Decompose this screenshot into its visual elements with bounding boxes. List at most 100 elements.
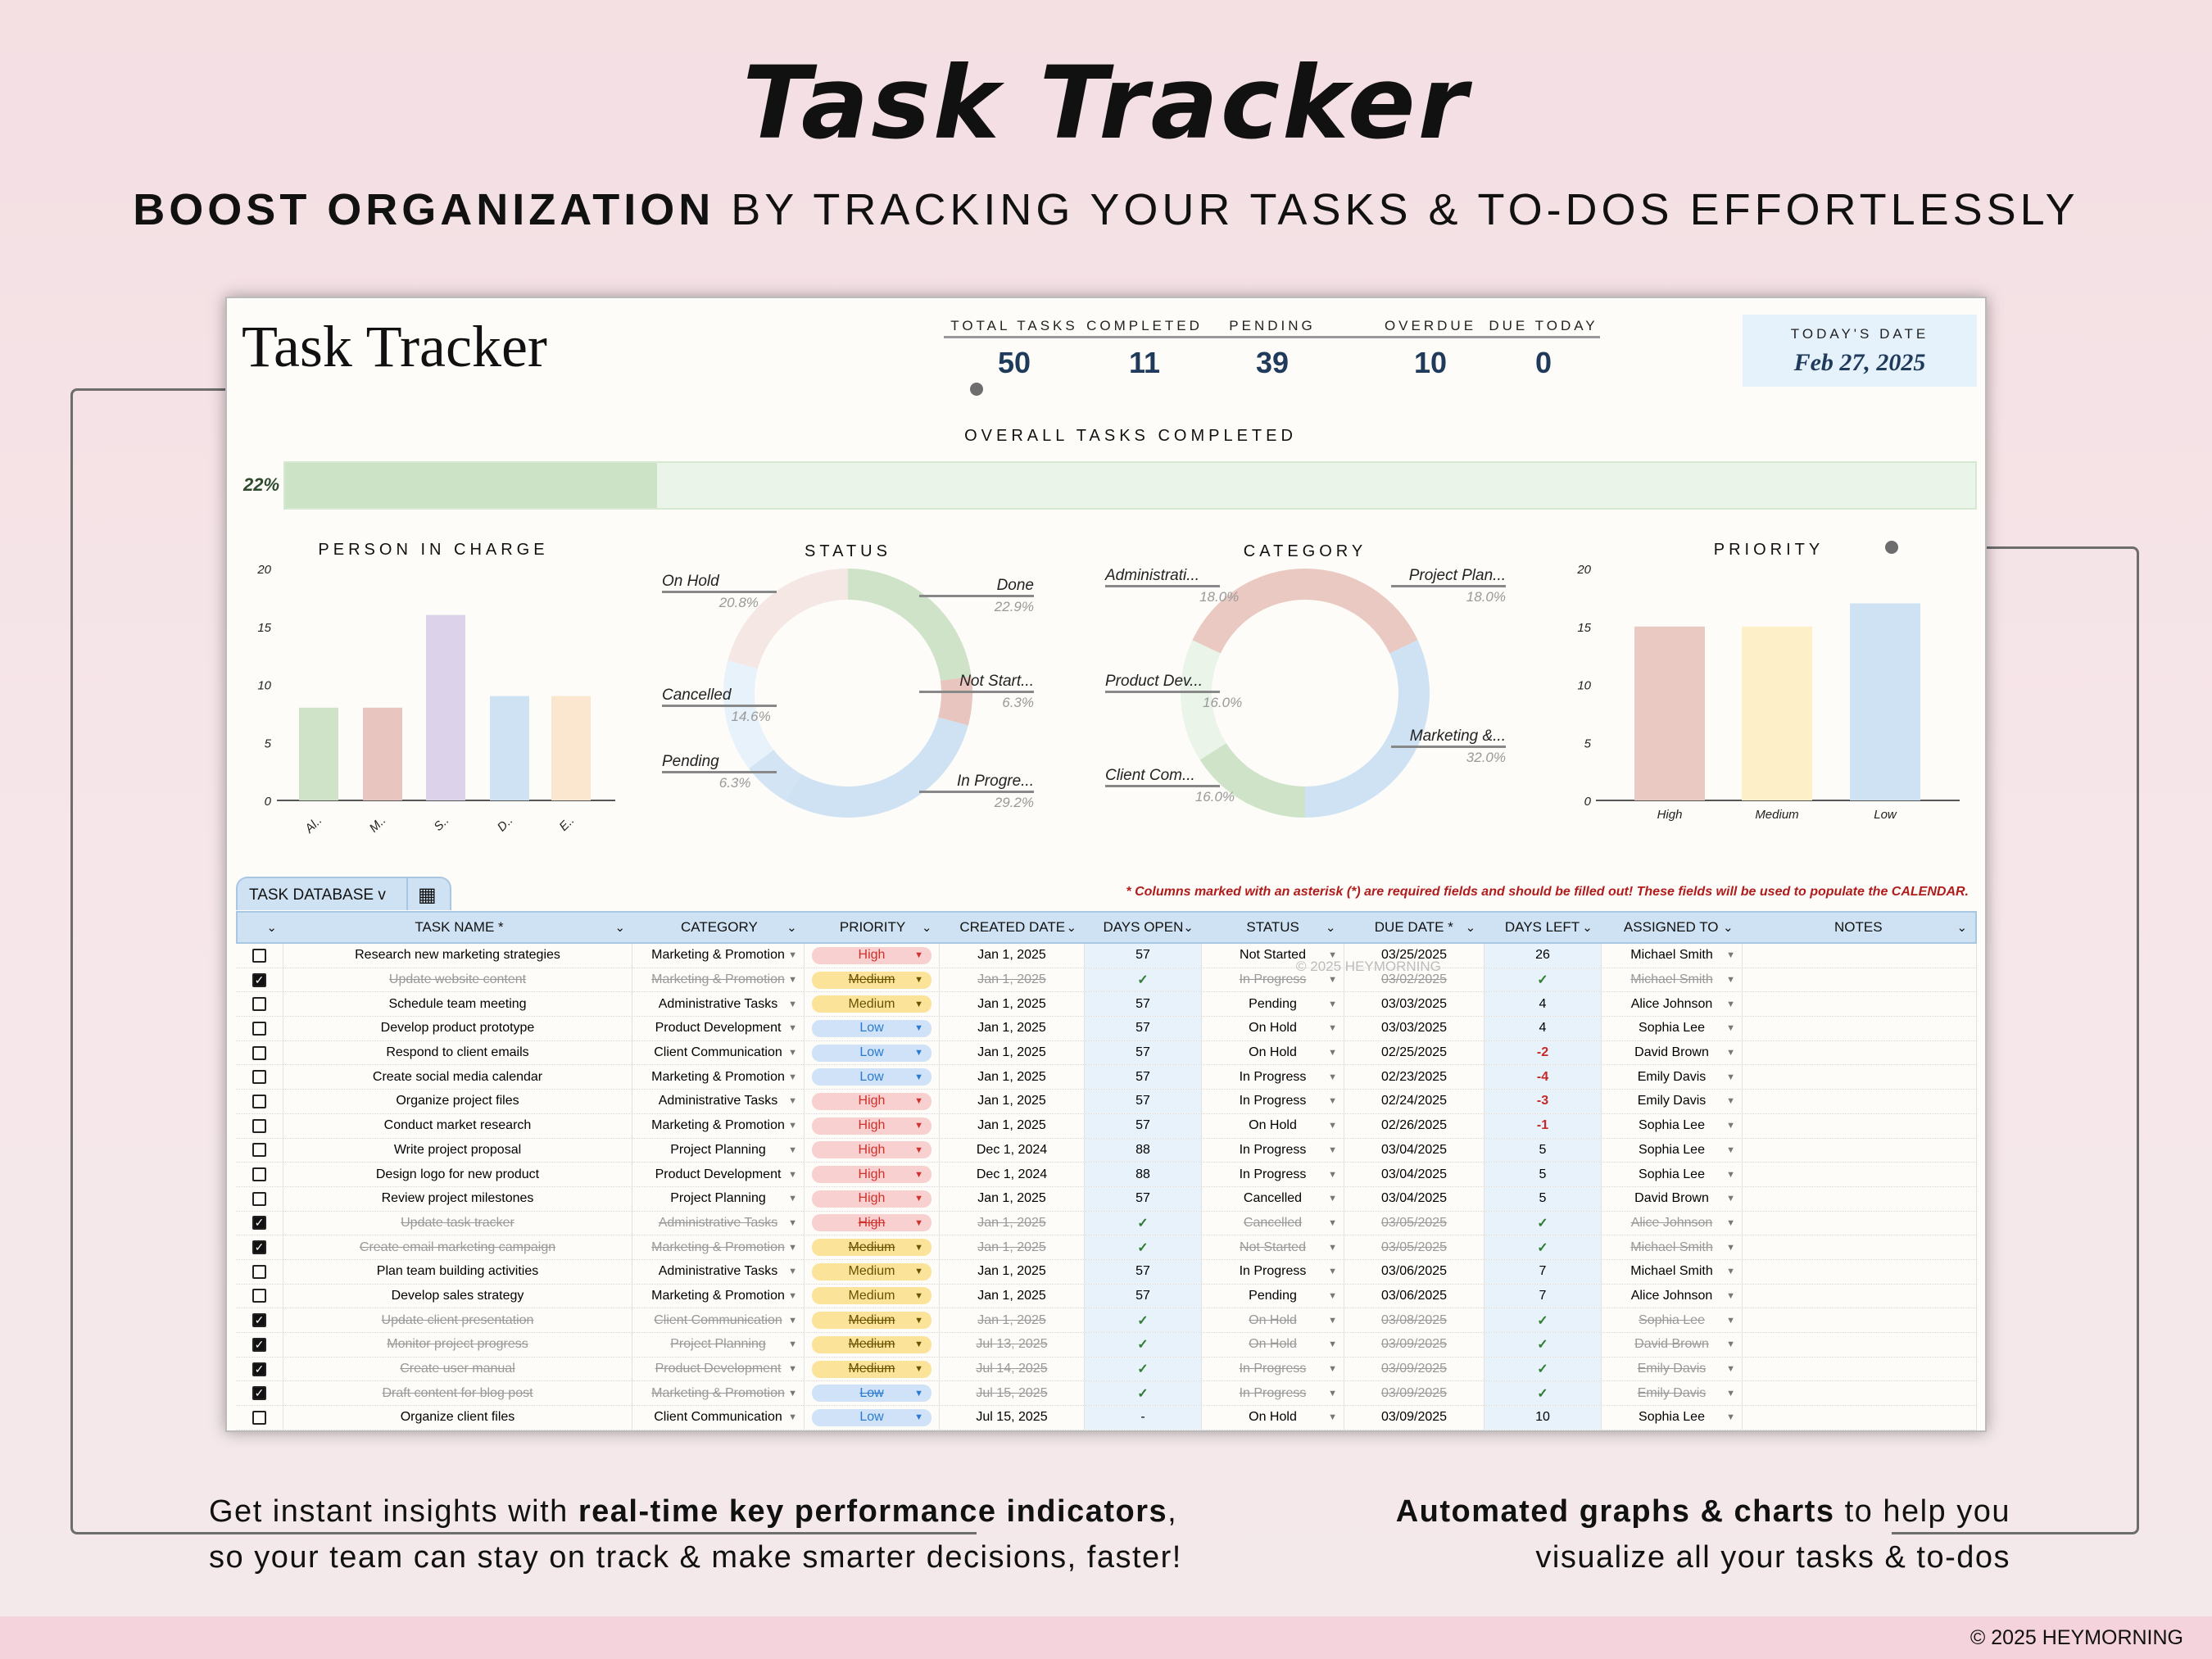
dropdown-arrow-icon[interactable]: ▼ (1726, 1048, 1735, 1058)
dropdown-arrow-icon[interactable]: ▼ (1726, 1169, 1735, 1180)
task-cell[interactable]: Research new marketing strategies (283, 944, 632, 968)
done-checkbox-cell[interactable] (236, 1090, 283, 1113)
due-cell[interactable]: 03/25/2025 (1344, 944, 1484, 968)
priority-dropdown[interactable]: Medium ▼ (812, 1262, 931, 1281)
task-cell[interactable]: Update website content (283, 968, 632, 992)
dropdown-arrow-icon[interactable]: ▼ (788, 1217, 797, 1228)
status-cell[interactable]: Not Started ▼ (1202, 1235, 1344, 1259)
due-cell[interactable]: 02/25/2025 (1344, 1040, 1484, 1065)
status-cell[interactable]: On Hold ▼ (1202, 1308, 1344, 1332)
priority-dropdown[interactable]: High ▼ (812, 1092, 931, 1110)
column-header[interactable]: DAYS OPEN ⌄ (1085, 913, 1202, 942)
column-header[interactable]: ASSIGNED TO ⌄ (1601, 913, 1742, 942)
chevron-down-icon[interactable]: ⌄ (1465, 921, 1476, 935)
dropdown-arrow-icon[interactable]: ▼ (788, 1048, 797, 1058)
notes-cell[interactable] (1743, 992, 1977, 1017)
task-cell[interactable]: Design logo for new product (283, 1163, 632, 1186)
dropdown-arrow-icon[interactable]: ▼ (1328, 1388, 1337, 1398)
done-checkbox[interactable] (252, 1021, 266, 1036)
created-cell[interactable]: Jan 1, 2025 (940, 1065, 1085, 1090)
status-cell[interactable]: In Progress ▼ (1202, 1065, 1344, 1090)
created-cell[interactable]: Jan 1, 2025 (940, 1113, 1085, 1138)
done-checkbox[interactable] (252, 1289, 266, 1303)
status-cell[interactable]: In Progress ▼ (1202, 1090, 1344, 1113)
due-cell[interactable]: 03/09/2025 (1344, 1381, 1484, 1406)
dropdown-arrow-icon[interactable]: ▼ (1726, 1364, 1735, 1375)
notes-cell[interactable] (1743, 968, 1977, 992)
notes-cell[interactable] (1743, 1211, 1977, 1235)
dropdown-arrow-icon[interactable]: ▼ (1726, 1290, 1735, 1301)
due-cell[interactable]: 02/26/2025 (1344, 1113, 1484, 1138)
category-cell[interactable]: Product Development ▼ (632, 1357, 805, 1381)
dropdown-arrow-icon[interactable]: ▼ (1726, 1242, 1735, 1253)
status-cell[interactable]: On Hold ▼ (1202, 1333, 1344, 1357)
chevron-down-icon[interactable]: ⌄ (1325, 921, 1336, 935)
dropdown-arrow-icon[interactable]: ▼ (1726, 1145, 1735, 1155)
assigned-cell[interactable]: David Brown ▼ (1602, 1333, 1743, 1357)
created-cell[interactable]: Jul 15, 2025 (940, 1381, 1085, 1406)
dropdown-arrow-icon[interactable]: ▼ (1726, 1096, 1735, 1107)
priority-dropdown[interactable]: Low ▼ (812, 1044, 931, 1062)
done-checkbox[interactable]: ✓ (252, 1386, 266, 1401)
category-cell[interactable]: Project Planning ▼ (632, 1333, 805, 1357)
due-cell[interactable]: 03/03/2025 (1344, 1017, 1484, 1040)
due-cell[interactable]: 03/02/2025 (1344, 968, 1484, 992)
status-cell[interactable]: On Hold ▼ (1202, 1040, 1344, 1065)
done-checkbox-cell[interactable] (236, 992, 283, 1017)
dropdown-arrow-icon[interactable]: ▼ (1328, 1096, 1337, 1107)
done-checkbox[interactable] (252, 1410, 266, 1425)
category-cell[interactable]: Client Communication ▼ (632, 1406, 805, 1430)
notes-cell[interactable] (1743, 1040, 1977, 1065)
notes-cell[interactable] (1743, 1186, 1977, 1211)
dropdown-arrow-icon[interactable]: ▼ (788, 950, 797, 961)
done-checkbox-cell[interactable]: ✓ (236, 1381, 283, 1406)
assigned-cell[interactable]: Sophia Lee ▼ (1602, 1017, 1743, 1040)
done-checkbox-cell[interactable]: ✓ (236, 1357, 283, 1381)
notes-cell[interactable] (1743, 944, 1977, 968)
dropdown-arrow-icon[interactable]: ▼ (1328, 1412, 1337, 1423)
assigned-cell[interactable]: Sophia Lee ▼ (1602, 1308, 1743, 1332)
done-checkbox-cell[interactable]: ✓ (236, 1308, 283, 1332)
status-cell[interactable]: On Hold ▼ (1202, 1113, 1344, 1138)
dropdown-arrow-icon[interactable]: ▼ (1726, 1388, 1735, 1398)
dropdown-arrow-icon[interactable]: ▼ (1328, 1339, 1337, 1350)
dropdown-arrow-icon[interactable]: ▼ (788, 1096, 797, 1107)
task-cell[interactable]: Create user manual (283, 1357, 632, 1381)
task-cell[interactable]: Draft content for blog post (283, 1381, 632, 1406)
created-cell[interactable]: Jan 1, 2025 (940, 944, 1085, 968)
dropdown-arrow-icon[interactable]: ▼ (788, 1388, 797, 1398)
column-header[interactable]: CATEGORY ⌄ (633, 913, 805, 942)
notes-cell[interactable] (1743, 1308, 1977, 1332)
status-cell[interactable]: In Progress ▼ (1202, 1259, 1344, 1284)
notes-cell[interactable] (1743, 1284, 1977, 1308)
task-cell[interactable]: Respond to client emails (283, 1040, 632, 1065)
priority-dropdown[interactable]: Low ▼ (812, 1385, 931, 1403)
dropdown-arrow-icon[interactable]: ▼ (788, 1242, 797, 1253)
dropdown-arrow-icon[interactable]: ▼ (1328, 1072, 1337, 1082)
category-cell[interactable]: Marketing & Promotion ▼ (632, 944, 805, 968)
done-checkbox-cell[interactable]: ✓ (236, 1211, 283, 1235)
dropdown-arrow-icon[interactable]: ▼ (1328, 1194, 1337, 1204)
done-checkbox-cell[interactable] (236, 1065, 283, 1090)
done-checkbox[interactable] (252, 1045, 266, 1060)
notes-cell[interactable] (1743, 1065, 1977, 1090)
task-cell[interactable]: Update task tracker (283, 1211, 632, 1235)
done-checkbox-cell[interactable] (236, 944, 283, 968)
dropdown-arrow-icon[interactable]: ▼ (788, 1072, 797, 1082)
category-cell[interactable]: Client Communication ▼ (632, 1040, 805, 1065)
status-cell[interactable]: On Hold ▼ (1202, 1017, 1344, 1040)
category-cell[interactable]: Marketing & Promotion ▼ (632, 1284, 805, 1308)
task-cell[interactable]: Develop product prototype (283, 1017, 632, 1040)
created-cell[interactable]: Jul 15, 2025 (940, 1406, 1085, 1430)
assigned-cell[interactable]: Michael Smith ▼ (1602, 968, 1743, 992)
assigned-cell[interactable]: Emily Davis ▼ (1602, 1381, 1743, 1406)
column-header[interactable]: TASK NAME * ⌄ (285, 913, 633, 942)
created-cell[interactable]: Jan 1, 2025 (940, 1308, 1085, 1332)
dropdown-arrow-icon[interactable]: ▼ (1328, 1145, 1337, 1155)
dropdown-arrow-icon[interactable]: ▼ (788, 1290, 797, 1301)
status-cell[interactable]: In Progress ▼ (1202, 1138, 1344, 1163)
done-checkbox-cell[interactable] (236, 1163, 283, 1186)
done-checkbox-cell[interactable] (236, 1113, 283, 1138)
status-cell[interactable]: In Progress ▼ (1202, 968, 1344, 992)
task-cell[interactable]: Write project proposal (283, 1138, 632, 1163)
